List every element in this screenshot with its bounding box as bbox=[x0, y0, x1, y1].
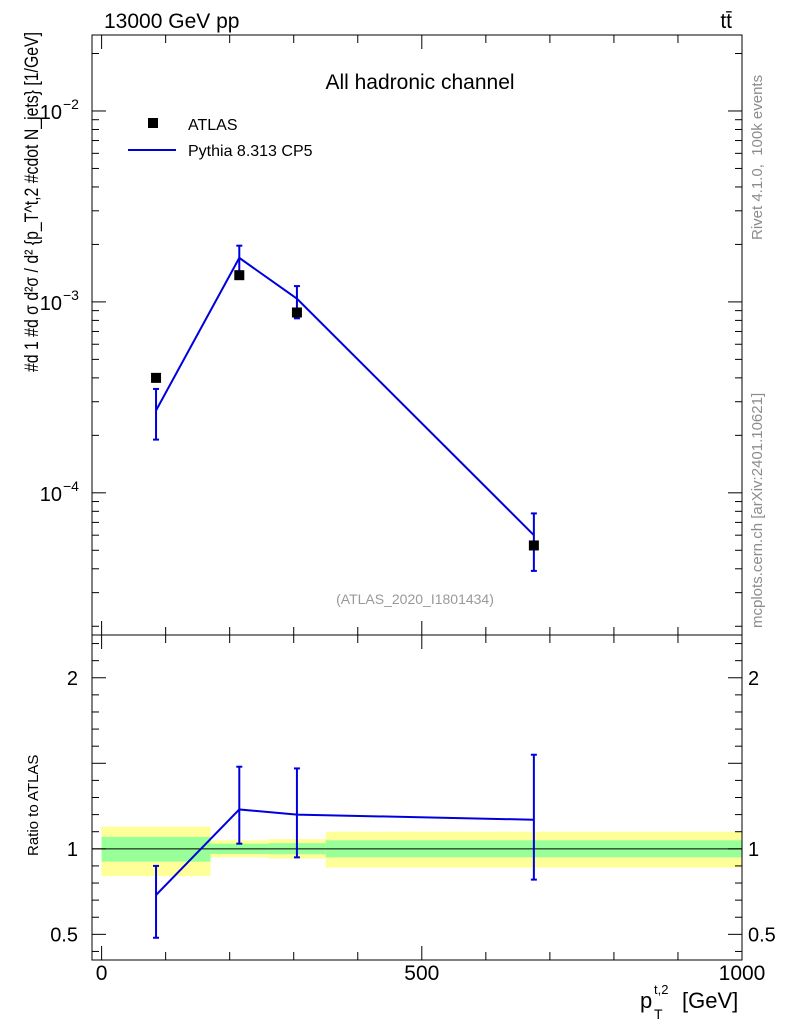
x-tick-label-0: 0 bbox=[96, 962, 108, 985]
axis-ticks bbox=[92, 35, 743, 960]
main-ylabel: #d 1 #d σ d²σ / d² {p_T^t,2 #cdot N_jets… bbox=[22, 32, 43, 372]
x-tick-label-1: 500 bbox=[404, 962, 439, 985]
atlas-data-point-0 bbox=[151, 372, 162, 383]
x-axis-label-unit: [GeV] bbox=[682, 988, 738, 1013]
ratio-y-tick-label-left-0: 0.5 bbox=[50, 924, 78, 946]
ratio-y-tick-label-right-0: 0.5 bbox=[748, 924, 776, 946]
mcplots-label: mcplots.cern.ch [arXiv:2401.10621] bbox=[749, 393, 766, 628]
rivet-label: Rivet 4.1.0, 100k events bbox=[749, 75, 766, 240]
process-label: tt̄ bbox=[720, 10, 732, 33]
main-y-tick-base-1: 10 bbox=[40, 293, 62, 315]
pythia-ratio-line bbox=[155, 808, 534, 896]
panel-frames bbox=[91, 34, 743, 961]
legend: ATLAS Pythia 8.313 CP5 bbox=[128, 117, 313, 160]
ratio-panel-series bbox=[153, 753, 537, 939]
analysis-id: (ATLAS_2020_I1801434) bbox=[336, 591, 494, 607]
x-tick-label-2: 1000 bbox=[719, 962, 766, 985]
ratio-ylabel: Ratio to ATLAS bbox=[25, 755, 42, 856]
legend-pythia-label: Pythia 8.313 CP5 bbox=[188, 143, 313, 160]
main-y-tick-exp-2: −2 bbox=[63, 96, 79, 112]
main-y-tick-exp-0: −4 bbox=[63, 478, 79, 494]
x-axis-label: p T t,2 [GeV] bbox=[640, 982, 738, 1022]
ratio-panel-frame bbox=[91, 634, 743, 961]
legend-atlas-label: ATLAS bbox=[188, 117, 238, 134]
chart-title: All hadronic channel bbox=[325, 71, 514, 94]
ratio-y-tick-label-left-1: 1 bbox=[67, 839, 78, 861]
x-axis-label-sub: T bbox=[654, 1006, 663, 1022]
main-panel-series bbox=[151, 244, 539, 572]
x-axis-label-main: p bbox=[640, 988, 652, 1013]
pythia-line bbox=[155, 256, 535, 536]
x-axis-label-sup: t,2 bbox=[654, 982, 668, 997]
main-y-tick-exp-1: −3 bbox=[63, 287, 79, 303]
atlas-data-point-1 bbox=[234, 270, 245, 281]
legend-atlas-marker bbox=[148, 118, 158, 128]
atlas-data-point-2 bbox=[291, 307, 302, 318]
ratio-y-tick-label-left-2: 2 bbox=[67, 668, 78, 690]
ratio-y-tick-label-right-1: 1 bbox=[748, 839, 759, 861]
ratio-y-tick-label-right-2: 2 bbox=[748, 668, 759, 690]
main-y-tick-base-2: 10 bbox=[40, 102, 62, 124]
energy-label: 13000 GeV pp bbox=[104, 10, 239, 33]
atlas-data-point-3 bbox=[528, 540, 539, 551]
main-y-tick-base-0: 10 bbox=[40, 484, 62, 506]
